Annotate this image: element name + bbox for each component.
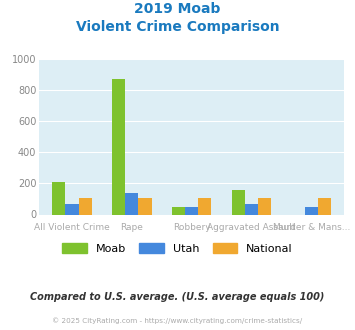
Bar <box>52 182 65 214</box>
Text: 2019 Moab: 2019 Moab <box>134 2 221 16</box>
Bar <box>245 204 258 215</box>
Bar <box>112 79 125 214</box>
Text: All Violent Crime: All Violent Crime <box>34 223 110 232</box>
Text: Compared to U.S. average. (U.S. average equals 100): Compared to U.S. average. (U.S. average … <box>30 292 325 302</box>
Text: Robbery: Robbery <box>173 223 211 232</box>
Legend: Moab, Utah, National: Moab, Utah, National <box>58 239 297 258</box>
Bar <box>125 193 138 215</box>
Bar <box>172 207 185 215</box>
Bar <box>318 198 331 214</box>
Text: Rape: Rape <box>120 223 143 232</box>
Text: Violent Crime Comparison: Violent Crime Comparison <box>76 20 279 34</box>
Bar <box>258 198 271 214</box>
Bar <box>78 198 92 214</box>
Bar <box>232 190 245 214</box>
Text: © 2025 CityRating.com - https://www.cityrating.com/crime-statistics/: © 2025 CityRating.com - https://www.city… <box>53 317 302 324</box>
Bar <box>65 204 78 215</box>
Text: Aggravated Assault: Aggravated Assault <box>207 223 296 232</box>
Text: Murder & Mans...: Murder & Mans... <box>273 223 350 232</box>
Bar <box>198 198 212 214</box>
Bar <box>305 207 318 215</box>
Bar <box>138 198 152 214</box>
Bar <box>185 207 198 214</box>
